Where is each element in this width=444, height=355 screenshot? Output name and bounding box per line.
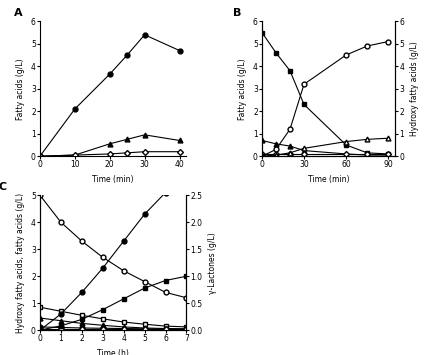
- Y-axis label: Hydroxy fatty acids (g/L): Hydroxy fatty acids (g/L): [410, 42, 419, 136]
- X-axis label: Time (min): Time (min): [308, 175, 349, 184]
- Y-axis label: Fatty acids (g/L): Fatty acids (g/L): [238, 58, 247, 120]
- Y-axis label: γ-Lactones (g/L): γ-Lactones (g/L): [208, 232, 217, 294]
- Y-axis label: Hydroxy fatty acids, fatty acids (g/L): Hydroxy fatty acids, fatty acids (g/L): [16, 193, 25, 333]
- Y-axis label: Fatty acids (g/L): Fatty acids (g/L): [16, 58, 25, 120]
- Text: B: B: [233, 8, 241, 18]
- X-axis label: Time (min): Time (min): [92, 175, 134, 184]
- X-axis label: Time (h): Time (h): [97, 349, 129, 355]
- Text: C: C: [0, 182, 7, 192]
- Text: A: A: [14, 8, 22, 18]
